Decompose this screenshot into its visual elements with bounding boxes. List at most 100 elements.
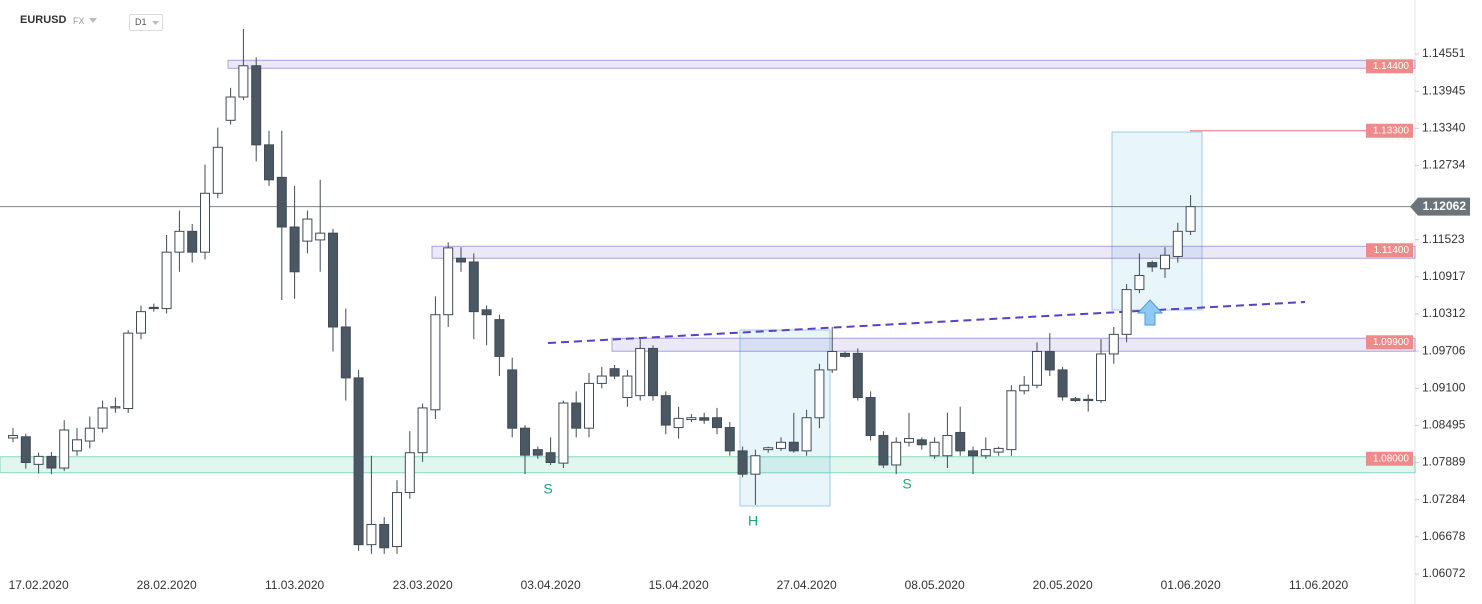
candle-body bbox=[97, 407, 108, 429]
candle-body bbox=[814, 369, 825, 419]
y-tick-label: 1.07284 bbox=[1422, 492, 1466, 506]
x-tick-label: 11.06.2020 bbox=[1289, 578, 1348, 592]
candle-body bbox=[1070, 398, 1081, 402]
candle-body bbox=[481, 309, 492, 316]
candle-body bbox=[174, 230, 185, 253]
candle-body bbox=[750, 455, 761, 475]
candle-body bbox=[532, 449, 543, 456]
level-zone bbox=[227, 59, 1416, 69]
candle-body bbox=[507, 369, 518, 429]
candle-body bbox=[993, 447, 1004, 453]
y-tick-label: 1.06678 bbox=[1422, 529, 1466, 543]
candle-body bbox=[840, 352, 850, 357]
candle-body bbox=[571, 402, 582, 429]
candle-body bbox=[1019, 384, 1030, 392]
price-label-bg bbox=[1410, 197, 1470, 216]
candle-body bbox=[315, 232, 326, 241]
candle-body bbox=[302, 218, 313, 242]
level-label: 1.13300 bbox=[1373, 125, 1410, 136]
symbol[interactable]: EURUSD bbox=[20, 14, 67, 26]
candle-body bbox=[59, 429, 70, 469]
dropdown-arrow bbox=[152, 21, 159, 25]
level-label: 1.14400 bbox=[1373, 61, 1410, 72]
current-price-label: 1.12062 bbox=[1423, 199, 1467, 213]
candle-body bbox=[1083, 398, 1094, 402]
candle-body bbox=[942, 435, 953, 457]
y-tick-label: 1.09100 bbox=[1422, 380, 1466, 394]
candle-body bbox=[1160, 254, 1170, 270]
candle-body bbox=[46, 455, 57, 469]
candle-body bbox=[635, 347, 646, 397]
y-tick-label: 1.10312 bbox=[1422, 306, 1466, 320]
candle-body bbox=[379, 523, 390, 549]
y-tick-label: 1.06072 bbox=[1422, 566, 1466, 580]
pattern-label: S bbox=[902, 476, 911, 492]
candle-body bbox=[648, 347, 658, 397]
x-tick-label: 15.04.2020 bbox=[649, 578, 709, 592]
y-tick-label: 1.08495 bbox=[1422, 418, 1466, 432]
dropdown-arrow[interactable] bbox=[89, 18, 99, 24]
candle-body bbox=[545, 452, 556, 464]
level-zone bbox=[0, 456, 1416, 474]
candle-body bbox=[955, 431, 966, 452]
trendline bbox=[547, 301, 1306, 344]
candle-body bbox=[596, 375, 607, 384]
candle-body bbox=[1057, 369, 1068, 398]
candle-body bbox=[980, 449, 991, 457]
candle-body bbox=[1185, 206, 1196, 232]
candle-body bbox=[392, 492, 402, 548]
y-tick-label: 1.11523 bbox=[1422, 232, 1465, 246]
candle-body bbox=[456, 257, 466, 263]
level-label: 1.09900 bbox=[1373, 337, 1410, 348]
candle-body bbox=[801, 417, 812, 452]
candle-body bbox=[443, 247, 454, 316]
candle-body bbox=[1044, 351, 1055, 371]
candle-body bbox=[520, 427, 530, 456]
level-zone bbox=[431, 245, 1416, 259]
candle-body bbox=[660, 395, 671, 426]
candle-body bbox=[776, 441, 786, 449]
candle-body bbox=[916, 439, 927, 446]
market[interactable]: FX bbox=[73, 16, 85, 26]
candle-body bbox=[558, 402, 569, 464]
candle-body bbox=[891, 441, 902, 466]
candle-body bbox=[1172, 230, 1183, 257]
y-tick-label: 1.07889 bbox=[1422, 455, 1466, 469]
candle-body bbox=[1134, 274, 1145, 291]
candle-body bbox=[251, 65, 262, 146]
candle-body bbox=[84, 427, 95, 442]
x-tick-label: 03.04.2020 bbox=[521, 578, 581, 592]
candle-body bbox=[852, 352, 863, 399]
candle-body bbox=[366, 523, 377, 546]
candle-body bbox=[494, 319, 505, 357]
candle-body bbox=[289, 226, 300, 273]
y-tick-label: 1.13945 bbox=[1422, 83, 1466, 97]
candle-body bbox=[1108, 333, 1119, 355]
interval[interactable]: D1 bbox=[135, 17, 147, 27]
candle-body bbox=[404, 452, 415, 494]
y-tick-label: 1.14551 bbox=[1422, 46, 1466, 60]
candle-body bbox=[8, 435, 18, 439]
candle-body bbox=[110, 406, 121, 409]
x-tick-label: 08.05.2020 bbox=[905, 578, 965, 592]
candle-body bbox=[225, 96, 236, 121]
candle-body bbox=[238, 65, 249, 98]
candle-body bbox=[929, 441, 940, 457]
y-tick-label: 1.13340 bbox=[1422, 120, 1466, 134]
candle-body bbox=[212, 146, 223, 194]
y-tick-label: 1.10917 bbox=[1422, 269, 1466, 283]
x-tick-label: 23.03.2020 bbox=[393, 578, 453, 592]
candle-body bbox=[20, 436, 31, 464]
candle-body bbox=[788, 441, 799, 452]
pattern-label: H bbox=[748, 513, 758, 529]
candle-body bbox=[584, 382, 594, 429]
interval-select[interactable]: D1 bbox=[129, 14, 163, 31]
candle-body bbox=[827, 351, 838, 371]
level-label: 1.08000 bbox=[1373, 453, 1410, 464]
candle-body bbox=[187, 230, 198, 253]
candle-body bbox=[968, 450, 978, 457]
level-label-bg bbox=[1366, 335, 1413, 350]
candle-body bbox=[737, 450, 748, 475]
